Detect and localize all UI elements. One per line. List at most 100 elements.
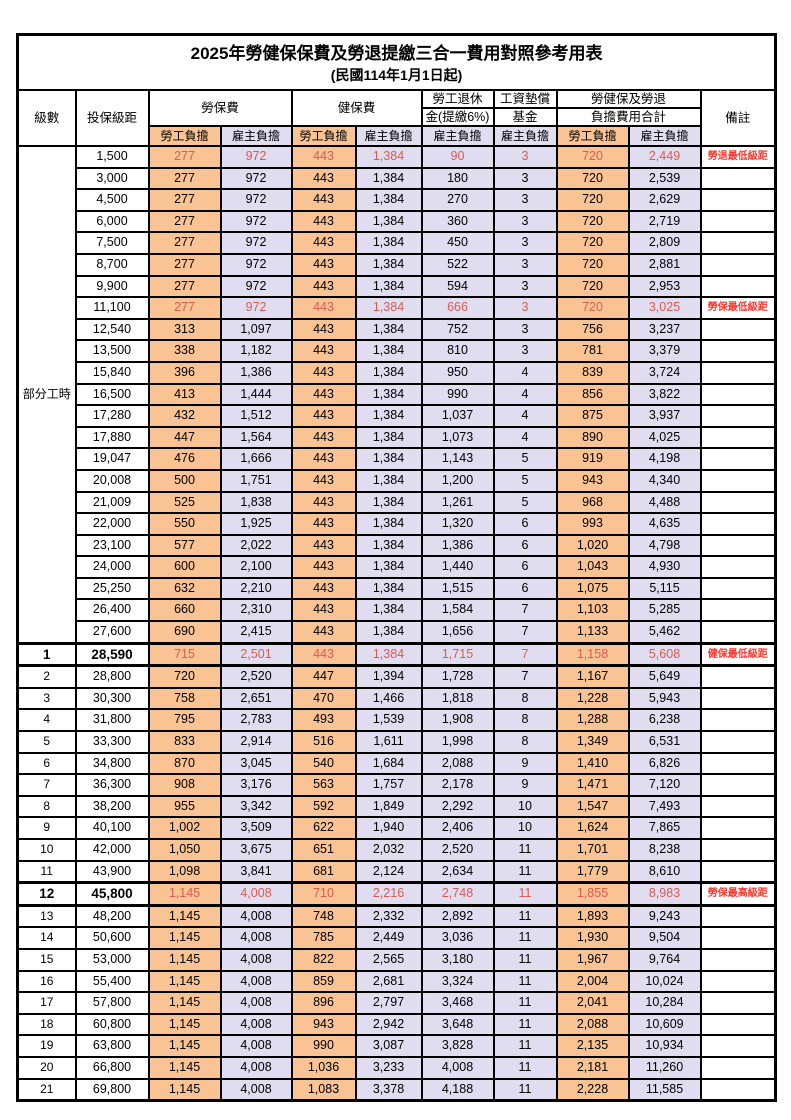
level-cell: 7 <box>16 773 77 797</box>
value-cell: 4,798 <box>627 533 702 558</box>
value-cell: 2,100 <box>219 555 293 579</box>
value-cell: 972 <box>219 231 293 255</box>
remark-cell: 勞保最高級距 <box>699 881 777 907</box>
value-cell: 3,324 <box>420 969 495 994</box>
bracket-cell: 31,800 <box>74 708 150 733</box>
value-cell: 4,008 <box>420 1055 495 1080</box>
bracket-cell: 7,500 <box>74 231 150 255</box>
value-cell: 8,983 <box>627 881 702 907</box>
value-cell: 1,908 <box>420 708 495 733</box>
value-cell: 277 <box>147 274 222 299</box>
remark-cell <box>699 317 777 342</box>
value-cell: 1,228 <box>555 686 630 711</box>
remark-cell <box>699 274 777 299</box>
value-cell: 11 <box>492 947 558 972</box>
value-cell: 1,083 <box>290 1077 357 1102</box>
bracket-cell: 11,100 <box>74 296 150 320</box>
value-cell: 4,930 <box>627 555 702 579</box>
subheader-employee-share: 勞工負擔 <box>147 125 222 147</box>
value-cell: 1,098 <box>147 859 222 884</box>
value-cell: 856 <box>555 382 630 407</box>
value-cell: 3,378 <box>354 1077 423 1102</box>
value-cell: 4,008 <box>219 926 293 950</box>
remark-cell: 健保最低級距 <box>699 641 777 668</box>
value-cell: 1,145 <box>147 1055 222 1080</box>
bracket-cell: 26,400 <box>74 598 150 623</box>
bracket-cell: 17,880 <box>74 425 150 450</box>
value-cell: 3,233 <box>354 1055 423 1080</box>
value-cell: 666 <box>420 296 495 320</box>
table-row: 6,000 277 972 443 1,384 360 3 720 2,719 <box>18 209 777 234</box>
value-cell: 1,037 <box>420 404 495 428</box>
value-cell: 11 <box>492 1012 558 1037</box>
value-cell: 6,826 <box>627 751 702 776</box>
value-cell: 3,937 <box>627 404 702 428</box>
table-row: 10 42,000 1,050 3,675 651 2,032 2,520 11 1,701 8,… <box>16 838 777 862</box>
remark-cell <box>699 794 777 819</box>
value-cell: 1,684 <box>354 751 423 776</box>
value-cell: 1,384 <box>354 145 423 169</box>
value-cell: 720 <box>555 209 630 234</box>
subheader-employee-share: 勞工負擔 <box>555 125 630 147</box>
remark-cell <box>699 1077 777 1102</box>
table-row: 8,700 277 972 443 1,384 522 3 720 2,881 <box>18 252 777 277</box>
value-cell: 1,386 <box>420 533 495 558</box>
remark-cell <box>699 555 777 579</box>
value-cell: 443 <box>290 252 357 277</box>
value-cell: 1,893 <box>555 904 630 929</box>
bracket-cell: 4,500 <box>74 188 150 212</box>
value-cell: 3,509 <box>219 816 293 840</box>
remark-cell <box>699 730 777 754</box>
level-cell: 11 <box>16 859 77 884</box>
table-row: 16,500 413 1,444 443 1,384 990 4 856 3,822 <box>18 382 777 407</box>
value-cell: 1,444 <box>219 382 293 407</box>
premium-reference-table: 2025年勞健保保費及勞退提繳三合一費用對照參考用表 (民國114年1月1日起)… <box>16 33 778 1103</box>
value-cell: 955 <box>147 794 222 819</box>
value-cell: 2,406 <box>420 816 495 840</box>
value-cell: 3 <box>492 145 558 169</box>
value-cell: 10 <box>492 794 558 819</box>
level-cell: 9 <box>16 816 77 840</box>
level-cell: 15 <box>16 947 77 972</box>
table-row: 13,500 338 1,182 443 1,384 810 3 781 3,379 <box>18 339 777 363</box>
value-cell: 1,384 <box>354 447 423 471</box>
value-cell: 500 <box>147 468 222 493</box>
table-row: 17,280 432 1,512 443 1,384 1,037 4 875 3,937 <box>18 404 777 428</box>
value-cell: 443 <box>290 490 357 515</box>
table-row: 18 60,800 1,145 4,008 943 2,942 3,648 11 2,088 10… <box>16 1012 777 1037</box>
value-cell: 943 <box>555 468 630 493</box>
bracket-cell: 28,590 <box>74 641 150 668</box>
remark-cell: 勞保最低級距 <box>699 296 777 320</box>
value-cell: 313 <box>147 317 222 342</box>
bracket-cell: 66,800 <box>74 1055 150 1080</box>
value-cell: 715 <box>147 641 222 668</box>
value-cell: 1,925 <box>219 512 293 536</box>
value-cell: 447 <box>147 425 222 450</box>
value-cell: 4,008 <box>219 1077 293 1102</box>
table-row: 11 43,900 1,098 3,841 681 2,124 2,634 11 1,779 8,… <box>16 859 777 884</box>
value-cell: 2,681 <box>354 969 423 994</box>
value-cell: 1,145 <box>147 926 222 950</box>
value-cell: 443 <box>290 317 357 342</box>
value-cell: 1,145 <box>147 991 222 1015</box>
value-cell: 3,087 <box>354 1034 423 1058</box>
value-cell: 3,841 <box>219 859 293 884</box>
value-cell: 3,342 <box>219 794 293 819</box>
remark-cell <box>699 708 777 733</box>
value-cell: 2,914 <box>219 730 293 754</box>
value-cell: 2,135 <box>555 1034 630 1058</box>
value-cell: 7,120 <box>627 773 702 797</box>
bracket-cell: 34,800 <box>74 751 150 776</box>
value-cell: 1,539 <box>354 708 423 733</box>
value-cell: 1,757 <box>354 773 423 797</box>
value-cell: 11 <box>492 881 558 907</box>
remark-cell <box>699 773 777 797</box>
value-cell: 972 <box>219 166 293 191</box>
value-cell: 1,384 <box>354 468 423 493</box>
title-cell: 2025年勞健保保費及勞退提繳三合一費用對照參考用表 (民國114年1月1日起) <box>16 33 777 91</box>
value-cell: 2,178 <box>420 773 495 797</box>
value-cell: 690 <box>147 620 222 645</box>
table-row: 20,008 500 1,751 443 1,384 1,200 5 943 4,340 <box>18 468 777 493</box>
bracket-cell: 8,700 <box>74 252 150 277</box>
subheader-employer-share: 雇主負擔 <box>627 125 702 147</box>
